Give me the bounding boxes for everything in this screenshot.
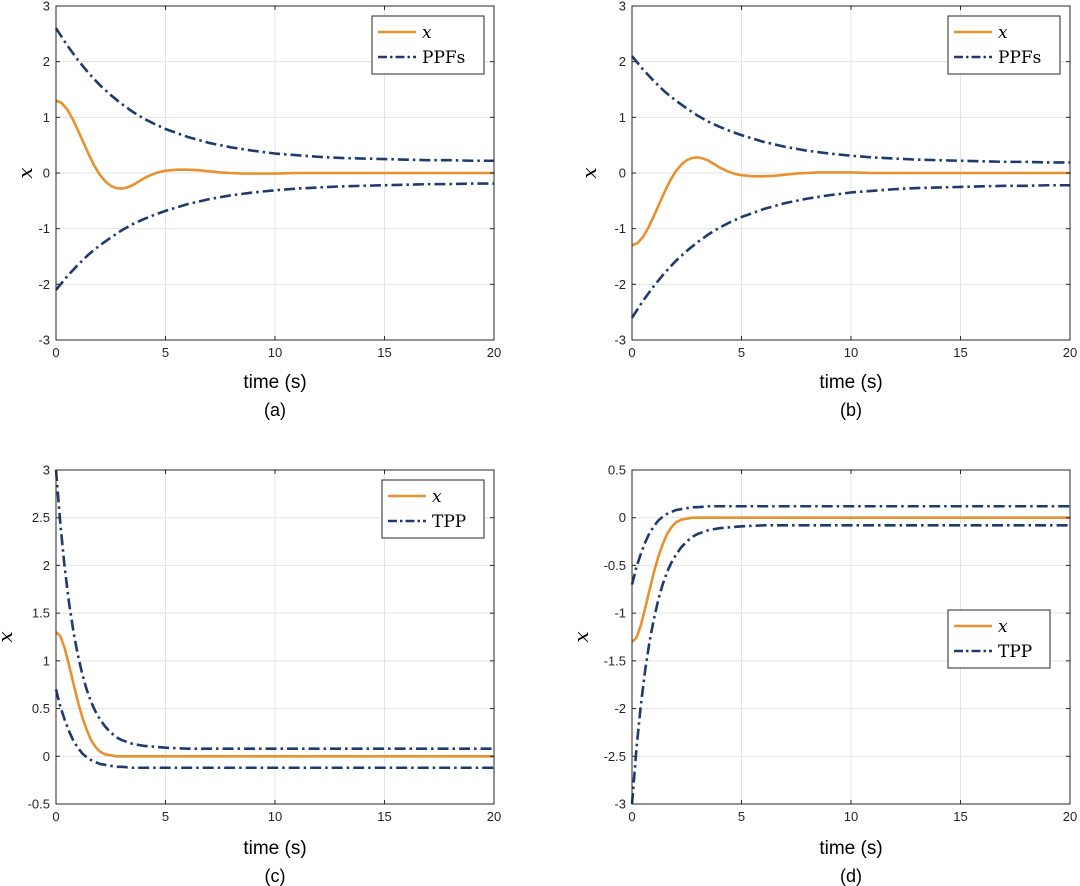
y-axis-label: x	[577, 167, 601, 178]
x-tick-label: 15	[953, 809, 967, 824]
x-tick-label: 15	[953, 345, 967, 360]
y-tick-label: 1	[43, 653, 50, 668]
y-tick-label: -3	[614, 333, 626, 348]
x-tick-label: 0	[52, 345, 59, 360]
y-tick-label: 1.5	[32, 606, 50, 621]
x-tick-label: 20	[487, 345, 501, 360]
y-tick-label: 2	[43, 558, 50, 573]
y-tick-label: -2	[614, 277, 626, 292]
x-axis-label: time (s)	[819, 838, 882, 859]
y-tick-label: 2	[619, 54, 626, 69]
x-axis-label: time (s)	[243, 838, 306, 859]
y-tick-label: -1	[38, 221, 50, 236]
y-tick-label: -2.5	[604, 749, 626, 764]
y-tick-label: 1	[43, 110, 50, 125]
series-line-upper-bound	[630, 504, 1070, 585]
y-tick-label: -1	[614, 221, 626, 236]
legend-box	[381, 479, 485, 539]
y-tick-label: -0.5	[604, 558, 626, 573]
legend-label: x	[422, 23, 432, 43]
legend-label: PPFs	[422, 48, 465, 68]
y-tick-label: -1.5	[604, 653, 626, 668]
x-tick-label: 10	[844, 345, 858, 360]
legend: x PPFs	[371, 15, 485, 75]
y-tick-label: -3	[614, 797, 626, 812]
series-line-lower-bound	[54, 689, 494, 770]
series-line-upper-bound	[630, 55, 1070, 164]
x-tick-label: 15	[377, 345, 391, 360]
y-tick-label: -2	[38, 277, 50, 292]
y-tick-label: 0.5	[608, 463, 626, 478]
y-tick-label: 0	[43, 749, 50, 764]
y-tick-label: 2.5	[32, 510, 50, 525]
y-tick-label: -1	[614, 606, 626, 621]
y-tick-label: -2	[614, 701, 626, 716]
legend-box	[947, 15, 1061, 75]
y-tick-label: 0	[619, 166, 626, 181]
chart-panel-4: 0 5 10 15 20 -3 -2.5 -2 -1.5 -1 -0.5 0 0.5 time (s) x (…	[569, 463, 1077, 886]
x-tick-label: 10	[844, 809, 858, 824]
series-line-upper-bound	[54, 469, 494, 750]
x-tick-label: 20	[1063, 809, 1077, 824]
legend: x TPP	[947, 609, 1051, 669]
legend-box	[947, 609, 1051, 669]
series-line-state	[631, 516, 1070, 643]
x-tick-label: 0	[628, 345, 635, 360]
x-tick-label: 20	[487, 809, 501, 824]
panel-caption: (b)	[840, 400, 862, 420]
legend-label: x	[432, 487, 442, 507]
legend: x PPFs	[947, 15, 1061, 75]
series-line-state	[55, 631, 494, 758]
y-tick-label: 0.5	[32, 701, 50, 716]
x-axis-label: time (s)	[819, 372, 882, 393]
y-tick-label: 0	[619, 510, 626, 525]
x-tick-label: 0	[628, 809, 635, 824]
legend: x TPP	[381, 479, 485, 539]
x-axis-label: time (s)	[243, 372, 306, 393]
series-line-lower-bound	[54, 182, 494, 291]
panel-caption: (a)	[264, 400, 286, 420]
y-tick-label: 3	[43, 0, 50, 14]
y-tick-label: 2	[43, 54, 50, 69]
x-tick-label: 10	[268, 809, 282, 824]
y-axis-label: x	[13, 167, 37, 178]
series-line-lower-bound	[630, 524, 1070, 805]
y-axis-label: x	[569, 631, 593, 642]
legend-label: x	[998, 617, 1008, 637]
legend-label: TPP	[432, 512, 466, 532]
x-tick-label: 5	[738, 345, 745, 360]
panel-caption: (c)	[265, 866, 286, 886]
x-tick-label: 5	[738, 809, 745, 824]
y-tick-label: 1	[619, 110, 626, 125]
series-line-state	[631, 156, 1070, 247]
legend-label: PPFs	[998, 48, 1041, 68]
y-tick-label: 3	[43, 463, 50, 478]
chart-panel-1: 0 5 10 15 20 -3 -2 -1 0 1 2 3 time (s) x (a) x PPFs	[13, 0, 501, 420]
y-tick-label: 0	[43, 166, 50, 181]
y-tick-label: -3	[38, 333, 50, 348]
x-tick-label: 5	[162, 345, 169, 360]
series-line-state	[55, 99, 494, 190]
chart-panel-2: 0 5 10 15 20 -3 -2 -1 0 1 2 3 time (s) x (b) x PPFs	[577, 0, 1077, 420]
y-tick-label: -0.5	[28, 797, 50, 812]
x-tick-label: 5	[162, 809, 169, 824]
legend-label: x	[998, 23, 1008, 43]
legend-label: TPP	[998, 642, 1032, 662]
panel-caption: (d)	[840, 866, 862, 886]
series-line-upper-bound	[54, 27, 494, 163]
x-tick-label: 10	[268, 345, 282, 360]
x-tick-label: 20	[1063, 345, 1077, 360]
legend-box	[371, 15, 485, 75]
y-axis-label: x	[0, 631, 17, 642]
x-tick-label: 15	[377, 809, 391, 824]
y-tick-label: 3	[619, 0, 626, 14]
x-tick-label: 0	[52, 809, 59, 824]
series-line-lower-bound	[630, 183, 1070, 319]
